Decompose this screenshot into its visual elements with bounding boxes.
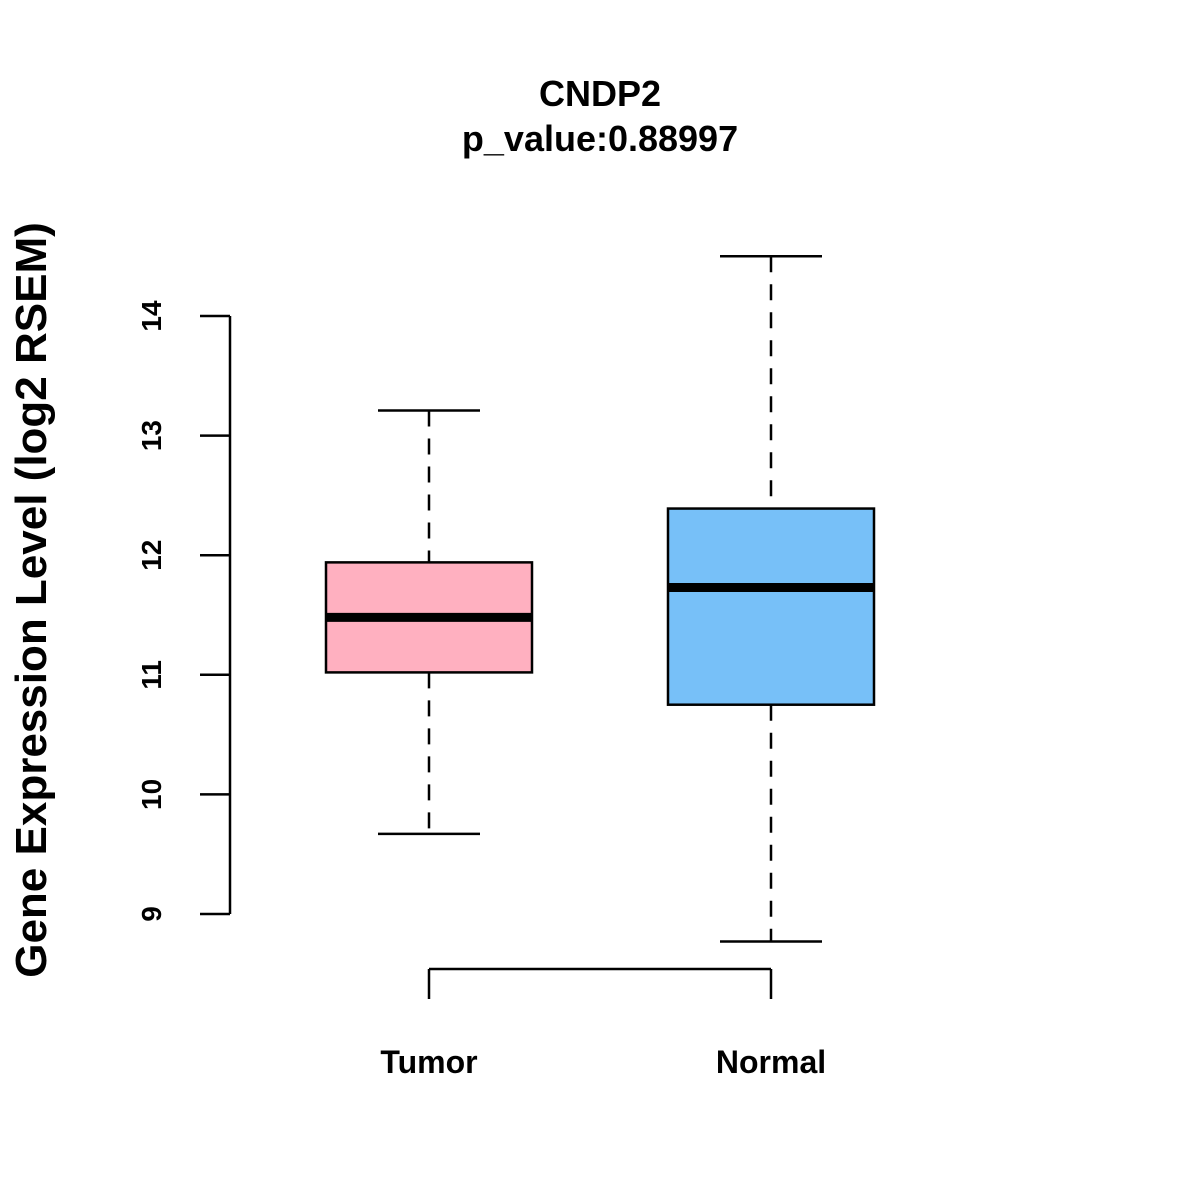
y-tick-label-10: 10 [136, 779, 167, 810]
y-tick-label-11: 11 [136, 660, 167, 690]
x-category-label-tumor: Tumor [380, 1044, 477, 1080]
chart-subtitle: p_value:0.88997 [462, 118, 738, 159]
boxes [324, 254, 876, 943]
y-tick-label-12: 12 [136, 540, 167, 571]
category-labels: Tumor Normal [380, 1044, 826, 1080]
y-axis-ticks: 9 10 11 12 13 14 [136, 300, 230, 922]
y-tick-label-14: 14 [136, 300, 167, 332]
box-tumor [324, 409, 534, 836]
y-tick-label-9: 9 [136, 906, 167, 922]
chart-title: CNDP2 [539, 73, 661, 114]
y-axis-label: Gene Expression Level (log2 RSEM) [7, 222, 56, 978]
y-tick-label-13: 13 [136, 420, 167, 451]
comparison-bracket [427, 967, 773, 999]
x-category-label-normal: Normal [716, 1044, 826, 1080]
iqr-box-normal [666, 507, 876, 706]
box-normal [666, 254, 876, 943]
